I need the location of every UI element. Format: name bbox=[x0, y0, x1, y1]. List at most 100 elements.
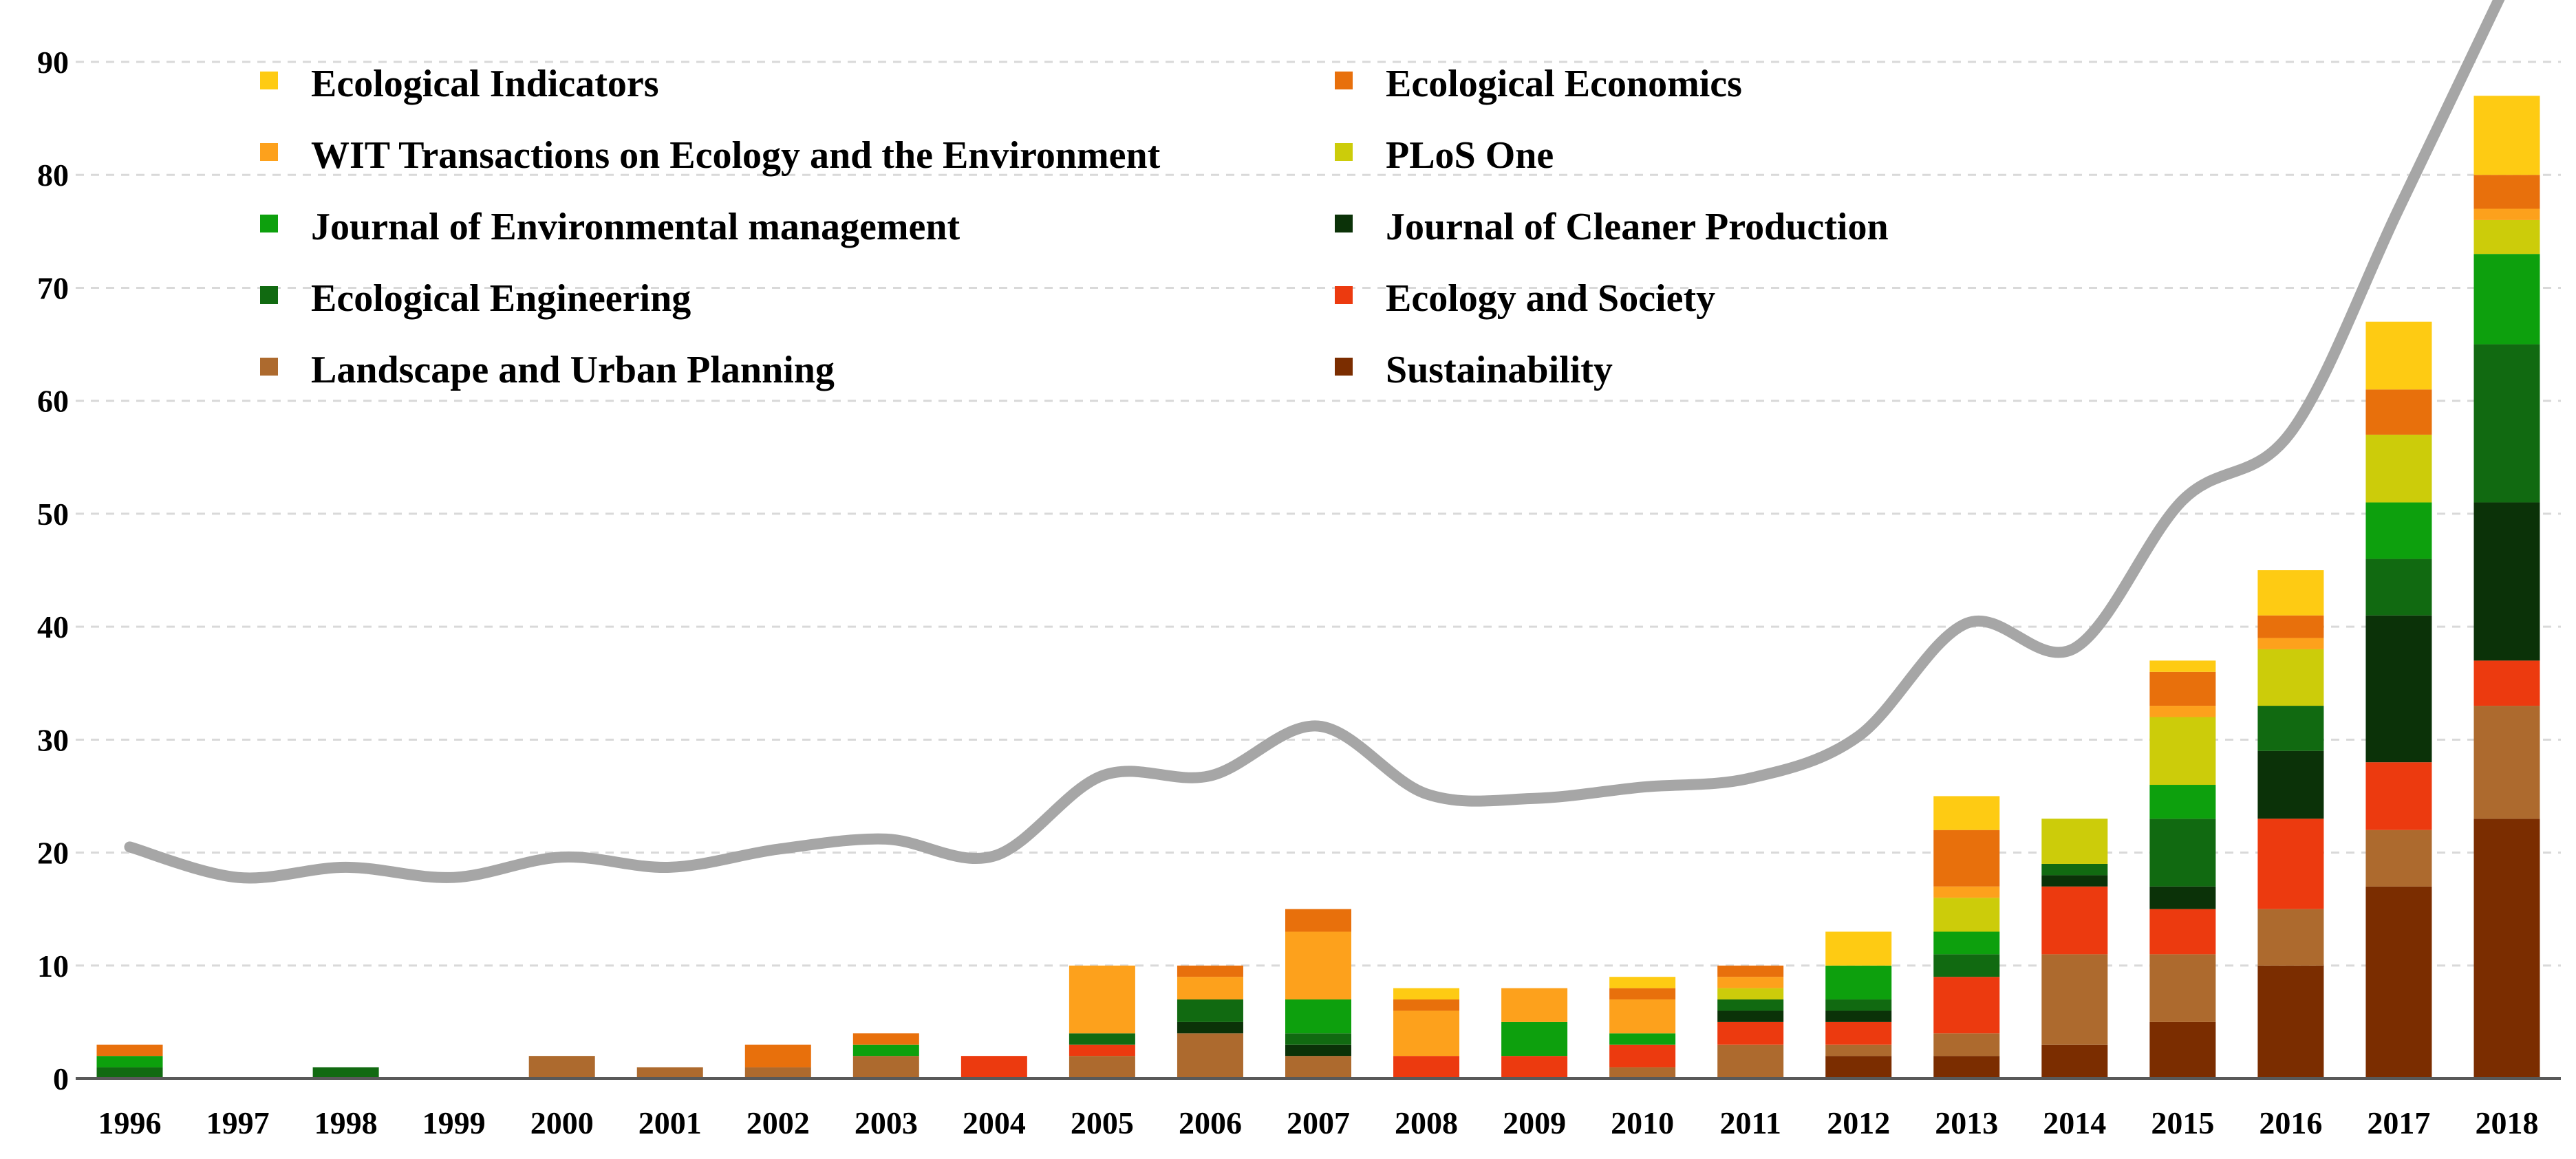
bar-stack-2013 bbox=[1933, 796, 2000, 1079]
bar-stack-2001 bbox=[636, 1067, 703, 1079]
legend-label: Ecology and Society bbox=[1386, 277, 1715, 320]
bar-2011-ecological-engineering bbox=[1717, 999, 1784, 1011]
y-tick-label-40: 40 bbox=[37, 609, 69, 645]
x-tick-label-2006: 2006 bbox=[1179, 1105, 1242, 1140]
bar-stack-2011 bbox=[1717, 965, 1784, 1079]
bar-2017-journal-of-cleaner-production bbox=[2365, 615, 2432, 763]
bar-2015-landscape-and-urban-planning bbox=[2149, 954, 2216, 1022]
x-tick-label-1996: 1996 bbox=[98, 1105, 162, 1140]
x-tick-label-2003: 2003 bbox=[855, 1105, 918, 1140]
x-tick-label-2009: 2009 bbox=[1503, 1105, 1566, 1140]
x-tick-label-1999: 1999 bbox=[422, 1105, 486, 1140]
bar-2014-landscape-and-urban-planning bbox=[2041, 954, 2108, 1045]
legend-swatch bbox=[1335, 286, 1353, 304]
bar-stack-2012 bbox=[1825, 931, 1892, 1079]
bar-2011-wit-transactions-on-ecology-and-the-environment bbox=[1717, 977, 1784, 988]
gridlines bbox=[76, 61, 2561, 967]
bar-2013-ecological-economics bbox=[1933, 830, 2000, 887]
bar-2010-ecological-economics bbox=[1609, 988, 1676, 1000]
bar-2005-wit-transactions-on-ecology-and-the-environment bbox=[1069, 965, 1135, 1034]
bar-2017-ecological-engineering bbox=[2365, 559, 2432, 616]
x-tick-label-2001: 2001 bbox=[638, 1105, 702, 1140]
bar-2013-wit-transactions-on-ecology-and-the-environment bbox=[1933, 886, 2000, 898]
trend-line bbox=[124, 0, 2505, 884]
legend-entry-journal-of-environmental-management: Journal of Environmental management bbox=[260, 206, 960, 248]
bar-2017-ecological-economics bbox=[2365, 389, 2432, 435]
bar-2018-ecological-engineering bbox=[2473, 344, 2540, 503]
legend-label: Ecological Engineering bbox=[311, 277, 691, 320]
bar-2011-ecological-economics bbox=[1717, 965, 1784, 977]
y-axis-tick-labels: 0 10 20 30 40 50 60 70 80 90 bbox=[37, 45, 69, 1096]
y-tick-label-0: 0 bbox=[53, 1061, 69, 1096]
bar-2003-ecological-economics bbox=[852, 1033, 919, 1045]
y-tick-label-30: 30 bbox=[37, 722, 69, 757]
bar-stack-2010 bbox=[1609, 977, 1676, 1079]
legend-label: PLoS One bbox=[1386, 134, 1554, 177]
x-tick-label-2015: 2015 bbox=[2151, 1105, 2214, 1140]
y-tick-label-80: 80 bbox=[37, 158, 69, 193]
bar-2018-ecological-indicators bbox=[2473, 96, 2540, 175]
bar-2017-plos-one bbox=[2365, 434, 2432, 503]
bar-2006-landscape-and-urban-planning bbox=[1177, 1033, 1243, 1079]
bar-2009-wit-transactions-on-ecology-and-the-environment bbox=[1501, 988, 1568, 1022]
bar-stack-2002 bbox=[744, 1044, 811, 1079]
bar-2014-ecological-engineering bbox=[2041, 863, 2108, 876]
bar-stack-2018 bbox=[2473, 96, 2540, 1079]
legend-entry-journal-of-cleaner-production: Journal of Cleaner Production bbox=[1335, 206, 1889, 248]
bar-2009-ecology-and-society bbox=[1501, 1056, 1568, 1079]
y-tick-label-90: 90 bbox=[37, 45, 69, 80]
bar-2015-wit-transactions-on-ecology-and-the-environment bbox=[2149, 706, 2216, 717]
legend: Ecological Indicators Ecological Economic… bbox=[260, 63, 1889, 391]
bar-2005-landscape-and-urban-planning bbox=[1069, 1056, 1135, 1079]
bar-2016-ecological-indicators bbox=[2257, 570, 2324, 616]
bar-stack-2003 bbox=[852, 1033, 919, 1079]
x-tick-label-2000: 2000 bbox=[530, 1105, 594, 1140]
bar-2013-landscape-and-urban-planning bbox=[1933, 1033, 2000, 1057]
bar-2005-ecology-and-society bbox=[1069, 1044, 1135, 1057]
bar-2010-ecology-and-society bbox=[1609, 1044, 1676, 1068]
bar-1996-ecological-engineering bbox=[96, 1067, 163, 1079]
legend-swatch bbox=[260, 72, 278, 89]
bar-stack-2016 bbox=[2257, 570, 2324, 1079]
bar-2008-ecological-economics bbox=[1393, 999, 1460, 1011]
bar-2018-plos-one bbox=[2473, 219, 2540, 254]
bar-2018-journal-of-environmental-management bbox=[2473, 254, 2540, 345]
bar-2007-wit-transactions-on-ecology-and-the-environment bbox=[1285, 931, 1351, 1000]
legend-entry-landscape-and-urban-planning: Landscape and Urban Planning bbox=[260, 349, 835, 391]
bar-2015-plos-one bbox=[2149, 717, 2216, 786]
bar-2018-wit-transactions-on-ecology-and-the-environment bbox=[2473, 208, 2540, 220]
bar-2011-plos-one bbox=[1717, 988, 1784, 1000]
x-tick-label-2005: 2005 bbox=[1071, 1105, 1134, 1140]
bar-2009-journal-of-environmental-management bbox=[1501, 1021, 1568, 1057]
legend-entry-ecological-engineering: Ecological Engineering bbox=[260, 277, 691, 320]
bar-stack-1998 bbox=[312, 1067, 379, 1079]
y-tick-label-70: 70 bbox=[37, 270, 69, 305]
legend-entry-ecological-economics: Ecological Economics bbox=[1335, 63, 1742, 105]
legend-swatch bbox=[260, 358, 278, 376]
x-tick-label-2010: 2010 bbox=[1611, 1105, 1674, 1140]
bar-2006-wit-transactions-on-ecology-and-the-environment bbox=[1177, 977, 1243, 1000]
y-tick-label-20: 20 bbox=[37, 836, 69, 871]
bar-2003-landscape-and-urban-planning bbox=[852, 1056, 919, 1079]
bar-2013-sustainability bbox=[1933, 1056, 2000, 1079]
x-tick-label-2018: 2018 bbox=[2475, 1105, 2538, 1140]
bar-2000-landscape-and-urban-planning bbox=[528, 1056, 595, 1079]
bar-2014-plos-one bbox=[2041, 819, 2108, 864]
bar-2012-sustainability bbox=[1825, 1056, 1892, 1079]
bar-2015-journal-of-cleaner-production bbox=[2149, 886, 2216, 909]
bar-2015-journal-of-environmental-management bbox=[2149, 785, 2216, 819]
bar-2010-wit-transactions-on-ecology-and-the-environment bbox=[1609, 999, 1676, 1034]
bar-2012-ecology-and-society bbox=[1825, 1021, 1892, 1045]
x-tick-label-2017: 2017 bbox=[2367, 1105, 2430, 1140]
bar-2002-ecological-economics bbox=[744, 1044, 811, 1068]
legend-swatch bbox=[1335, 143, 1353, 161]
y-tick-label-10: 10 bbox=[37, 949, 69, 984]
bar-2007-journal-of-environmental-management bbox=[1285, 999, 1351, 1034]
bar-2014-ecology-and-society bbox=[2041, 886, 2108, 955]
legend-swatch bbox=[1335, 72, 1353, 89]
bar-2005-ecological-engineering bbox=[1069, 1033, 1135, 1045]
legend-label: Journal of Cleaner Production bbox=[1386, 206, 1889, 248]
bar-2011-ecology-and-society bbox=[1717, 1021, 1784, 1045]
bar-2010-ecological-indicators bbox=[1609, 977, 1676, 988]
